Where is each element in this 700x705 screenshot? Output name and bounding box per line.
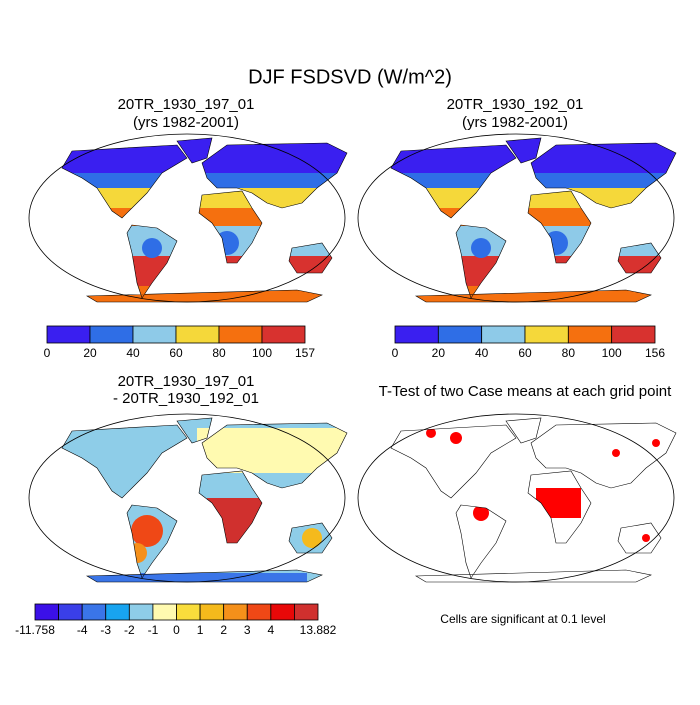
colorbar-box: [58, 603, 83, 621]
colorbar-tick-label: 4: [267, 623, 274, 637]
footnote: Cells are significant at 0.1 level: [440, 612, 605, 626]
colorbar-box: [152, 603, 177, 621]
colorbar-tick-label: 157: [295, 346, 315, 360]
panel-title: 20TR_1930_197_01: [118, 373, 255, 390]
colorbar-tick-label: 3: [244, 623, 251, 637]
colorbar-box: [175, 325, 220, 344]
figure-title: DJF FSDSVD (W/m^2): [248, 66, 452, 88]
map: [356, 133, 676, 303]
colorbar-box: [261, 325, 306, 344]
colorbar-tick-label: 100: [602, 346, 622, 360]
colorbar-tick-label: 80: [562, 346, 576, 360]
panel-title: 20TR_1930_192_01: [447, 96, 584, 113]
colorbar-box: [132, 325, 177, 344]
panel-title: 20TR_1930_197_01: [118, 96, 255, 113]
colorbar-tick-label: 100: [252, 346, 272, 360]
colorbar-tick-label: 13.882: [300, 623, 337, 637]
colorbar-box: [246, 603, 272, 621]
colorbar-box: [46, 325, 91, 344]
colorbar-box: [34, 603, 59, 621]
colorbar-box: [270, 603, 295, 621]
colorbar-box: [524, 325, 569, 344]
colorbar-tick-label: 156: [645, 346, 665, 360]
colorbar-tick-label: 40: [126, 346, 140, 360]
colorbar-tick-label: 40: [475, 346, 489, 360]
colorbar-box: [81, 603, 107, 621]
colorbar-tick-label: 0: [173, 623, 180, 637]
colorbar-tick-label: -11.758: [15, 623, 55, 637]
colorbar-tick-label: 60: [518, 346, 532, 360]
colorbar-box: [294, 603, 319, 621]
colorbar-tick-label: -2: [124, 623, 135, 637]
colorbar-tick-label: -3: [100, 623, 111, 637]
colorbar-tick-label: 20: [83, 346, 97, 360]
map: [28, 413, 348, 583]
colorbar-tick-label: 0: [392, 346, 399, 360]
colorbar-tick-label: -1: [148, 623, 159, 637]
colorbar-box: [567, 325, 613, 344]
colorbar-box: [394, 325, 439, 344]
colorbar-box: [128, 603, 154, 621]
colorbar-box: [218, 325, 263, 344]
map: [27, 133, 347, 303]
panel-subtitle: (yrs 1982-2001): [133, 114, 239, 131]
colorbar-tick-label: 1: [197, 623, 204, 637]
colorbar-box: [176, 603, 201, 621]
map: [357, 413, 677, 583]
colorbar-tick-label: -4: [77, 623, 88, 637]
panel-title: T-Test of two Case means at each grid po…: [379, 383, 672, 400]
colorbar-tick-label: 60: [169, 346, 183, 360]
panel-subtitle: - 20TR_1930_192_01: [113, 390, 259, 407]
colorbar-tick-label: 0: [44, 346, 51, 360]
colorbar-box: [199, 603, 225, 621]
colorbar-box: [481, 325, 526, 344]
colorbar-tick-label: 80: [212, 346, 226, 360]
colorbar-box: [223, 603, 248, 621]
colorbar-tick-label: 2: [220, 623, 227, 637]
colorbar-box: [437, 325, 483, 344]
colorbar-tick-label: 20: [432, 346, 446, 360]
colorbar-box: [105, 603, 130, 621]
colorbar-box: [611, 325, 656, 344]
colorbar-box: [89, 325, 134, 344]
panel-subtitle: (yrs 1982-2001): [462, 114, 568, 131]
